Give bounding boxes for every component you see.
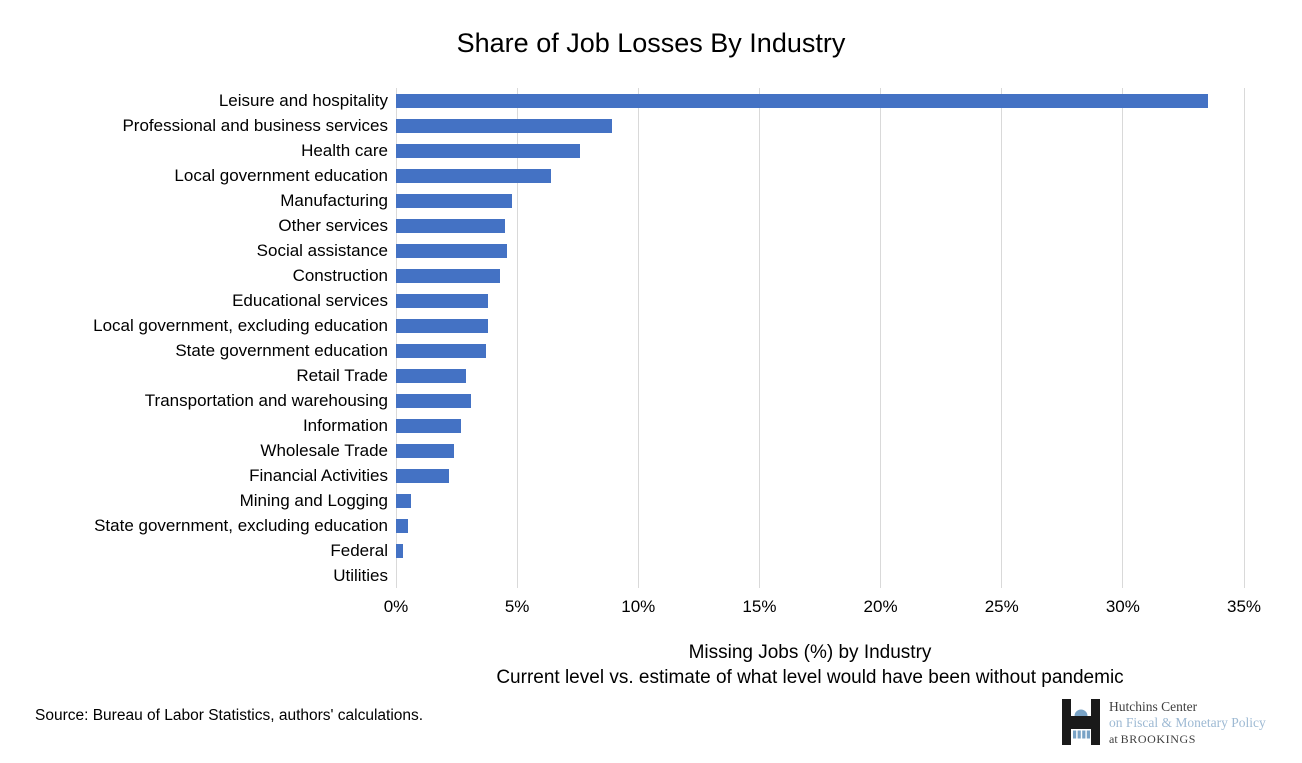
x-axis-caption: Missing Jobs (%) by Industry Current lev… (330, 640, 1290, 690)
gridline (395, 88, 397, 588)
category-label: Transportation and warehousing (144, 391, 388, 410)
bar-row (396, 563, 1244, 588)
bar-row (396, 138, 1244, 163)
bar-row (396, 338, 1244, 363)
gridline (880, 88, 882, 588)
bar-row (396, 313, 1244, 338)
bar-row (396, 288, 1244, 313)
x-tick-label: 30% (1105, 597, 1140, 616)
bar-row (396, 463, 1244, 488)
gridline (637, 88, 639, 588)
category-label: Leisure and hospitality (218, 91, 388, 110)
x-tick-label: 10% (621, 597, 656, 616)
hutchins-center-logo: Hutchins Center on Fiscal & Monetary Pol… (1062, 699, 1266, 747)
gridline (1243, 88, 1245, 588)
x-tick-label: 25% (984, 597, 1019, 616)
bar (396, 543, 404, 558)
bar-row (396, 513, 1244, 538)
bar-row (396, 263, 1244, 288)
category-label: Retail Trade (296, 366, 388, 385)
category-label: Educational services (232, 291, 388, 310)
x-axis-label-line2: Current level vs. estimate of what level… (496, 667, 1124, 688)
bar (396, 468, 450, 483)
gridline (1001, 88, 1003, 588)
gridline (1122, 88, 1124, 588)
category-label: Professional and business services (122, 116, 388, 135)
category-label: Wholesale Trade (260, 441, 388, 460)
bar (396, 443, 455, 458)
x-axis-label-line1: Missing Jobs (%) by Industry (688, 642, 932, 663)
x-tick-label: 5% (504, 597, 530, 616)
x-axis-tick-labels: 0% 5% 10% 15% 20% 25% 30% 35% (384, 597, 1261, 619)
bar (396, 143, 581, 158)
category-label: Financial Activities (249, 466, 388, 485)
bar (396, 393, 472, 408)
logo-brand: BROOKINGS (1120, 732, 1197, 746)
bar-row (396, 388, 1244, 413)
bar-row (396, 238, 1244, 263)
bar (396, 268, 501, 283)
category-label: Construction (292, 266, 388, 285)
chart-title: Share of Job Losses By Industry (456, 28, 846, 58)
bar-row (396, 213, 1244, 238)
logo-line2: on Fiscal & Monetary Policy (1109, 715, 1266, 730)
bar-row (396, 363, 1244, 388)
bar (396, 293, 489, 308)
bar (396, 168, 552, 183)
bar-row (396, 538, 1244, 563)
logo-text: Hutchins Center on Fiscal & Monetary Pol… (1109, 699, 1266, 747)
logo-line3: at BROOKINGS (1109, 731, 1266, 747)
x-tick-label: 0% (383, 597, 409, 616)
source-note: Source: Bureau of Labor Statistics, auth… (35, 707, 424, 724)
category-label: Federal (330, 541, 388, 560)
bar-row (396, 88, 1244, 113)
bar (396, 418, 462, 433)
x-tick-label: 15% (742, 597, 777, 616)
bar-row (396, 488, 1244, 513)
x-tick-label: 20% (863, 597, 898, 616)
hutchins-h-monument-icon (1062, 699, 1100, 745)
category-label: State government education (175, 341, 388, 360)
bar (396, 343, 486, 358)
gridline (758, 88, 760, 588)
category-label: State government, excluding education (94, 516, 388, 535)
gridline (516, 88, 518, 588)
bar-row (396, 438, 1244, 463)
category-label: Other services (278, 216, 388, 235)
bar (396, 493, 411, 508)
bar (396, 243, 508, 258)
category-label: Local government education (174, 166, 388, 185)
bar (396, 93, 1208, 108)
category-label: Health care (301, 141, 388, 160)
category-label: Manufacturing (280, 191, 388, 210)
category-label: Mining and Logging (239, 491, 388, 510)
bar (396, 318, 489, 333)
category-label: Local government, excluding education (93, 316, 388, 335)
category-label: Social assistance (256, 241, 388, 260)
plot-area (395, 88, 1245, 588)
logo-line3-prefix: at (1109, 732, 1121, 746)
bar (396, 118, 612, 133)
bar (396, 218, 506, 233)
bar-row (396, 163, 1244, 188)
category-axis-labels: Leisure and hospitality Professional and … (0, 88, 388, 588)
category-label: Utilities (333, 566, 388, 585)
bar (396, 368, 467, 383)
bar-row (396, 113, 1244, 138)
bar-row (396, 413, 1244, 438)
bar (396, 518, 409, 533)
bar-row (396, 188, 1244, 213)
category-label: Information (302, 416, 388, 435)
bar (396, 193, 513, 208)
x-tick-label: 35% (1226, 597, 1262, 616)
logo-line1: Hutchins Center (1109, 699, 1198, 714)
